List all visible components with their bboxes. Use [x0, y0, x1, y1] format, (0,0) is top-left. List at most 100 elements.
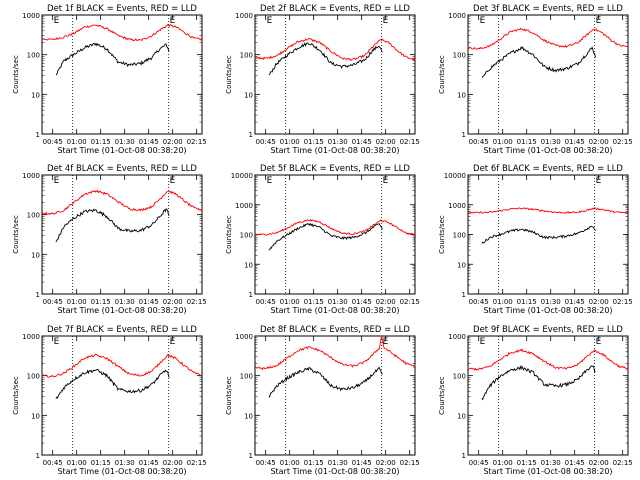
axes-frame [41, 174, 203, 295]
x-tick-label: 02:15 [400, 138, 420, 146]
panel-title: Det 2f BLACK = Events, RED = LLD [260, 4, 410, 14]
x-axis-label: Start Time (01-Oct-08 00:38:20) [270, 467, 399, 476]
x-tick-label: 01:00 [67, 138, 87, 146]
x-tick-label: 02:15 [400, 459, 420, 467]
y-tick-label: 1 [249, 131, 253, 139]
series-events-line [268, 366, 383, 398]
y-tick-label: 10 [244, 91, 253, 99]
x-tick-label: 02:15 [613, 298, 633, 306]
axes-frame [41, 335, 203, 456]
y-tick-label: 1000 [235, 12, 253, 20]
panel-det-3: Det 3f BLACK = Events, RED = LLD 1 10 100 10… [438, 4, 633, 155]
x-tick-label: 01:30 [328, 298, 348, 306]
x-axis-label: Start Time (01-Oct-08 00:38:20) [270, 146, 399, 155]
panel-det-2: Det 2f BLACK = Events, RED = LLD 1 10 100 10… [225, 4, 420, 155]
series-events-line [481, 364, 596, 401]
x-tick-label: 01:00 [493, 138, 513, 146]
panel-title: Det 8f BLACK = Events, RED = LLD [260, 325, 410, 335]
series-lld-line [41, 189, 203, 215]
axes-frame [467, 174, 629, 295]
x-tick-label: 02:15 [187, 298, 207, 306]
event-marker-label: E [383, 337, 389, 347]
y-tick-label: 100 [27, 373, 40, 381]
x-tick-label: 02:00 [376, 459, 396, 467]
x-tick-label: 01:00 [493, 459, 513, 467]
y-tick-label: 10 [31, 412, 40, 420]
y-tick-label: 10 [244, 261, 253, 269]
y-tick-label: 1000 [448, 12, 466, 20]
x-tick-label: 02:00 [589, 138, 609, 146]
panel-det-8: Det 8f BLACK = Events, RED = LLD 1 10 100 10… [225, 325, 420, 476]
series-lld-line [254, 335, 416, 371]
y-tick-label: 10000 [444, 172, 466, 180]
x-tick-label: 02:15 [187, 459, 207, 467]
axes-frame [254, 335, 416, 456]
event-marker-label: E [267, 16, 273, 26]
x-tick-label: 01:45 [565, 298, 585, 306]
y-axis-label: Counts/sec [12, 55, 20, 94]
x-tick-label: 02:15 [613, 138, 633, 146]
x-axis-label: Start Time (01-Oct-08 00:38:20) [57, 467, 186, 476]
x-tick-label: 00:45 [256, 298, 276, 306]
event-marker-label: E [170, 176, 176, 186]
y-axis-label: Counts/sec [438, 215, 446, 254]
event-marker-label: E [170, 16, 176, 26]
event-marker-label: E [54, 16, 60, 26]
x-tick-label: 01:15 [517, 138, 537, 146]
x-tick-label: 02:00 [589, 298, 609, 306]
event-marker-label: E [383, 176, 389, 186]
x-tick-label: 01:15 [517, 459, 537, 467]
x-tick-label: 00:45 [256, 138, 276, 146]
y-tick-label: 10 [244, 412, 253, 420]
series-events-line [55, 208, 170, 243]
panel-title: Det 1f BLACK = Events, RED = LLD [47, 4, 197, 14]
panel-title: Det 3f BLACK = Events, RED = LLD [473, 4, 623, 14]
y-tick-label: 100 [27, 212, 40, 220]
y-tick-label: 1000 [22, 12, 40, 20]
event-marker-label: E [267, 176, 273, 186]
x-tick-label: 01:45 [565, 459, 585, 467]
x-tick-label: 02:00 [376, 298, 396, 306]
x-tick-label: 01:15 [91, 138, 111, 146]
x-tick-label: 01:45 [352, 138, 372, 146]
panel-det-6: Det 6f BLACK = Events, RED = LLD 1 10 100 10… [438, 164, 633, 315]
y-tick-label: 100 [27, 52, 40, 60]
y-tick-label: 1 [249, 291, 253, 299]
axes-frame [254, 14, 416, 135]
x-tick-label: 01:15 [517, 298, 537, 306]
series-lld-line [255, 37, 416, 62]
event-marker-label: E [480, 16, 486, 26]
y-tick-label: 100 [453, 52, 466, 60]
x-tick-label: 00:45 [43, 459, 63, 467]
x-tick-label: 02:00 [376, 138, 396, 146]
x-tick-label: 00:45 [469, 459, 489, 467]
x-axis-label: Start Time (01-Oct-08 00:38:20) [270, 306, 399, 315]
series-events-line [55, 368, 170, 399]
y-tick-label: 10 [457, 412, 466, 420]
y-tick-label: 10 [31, 251, 40, 259]
series-events-line [481, 225, 596, 244]
series-events-line [268, 42, 383, 76]
y-tick-label: 1 [249, 452, 253, 460]
x-tick-label: 01:15 [304, 298, 324, 306]
x-tick-label: 01:15 [304, 138, 324, 146]
series-lld-line [467, 207, 629, 214]
series-lld-line [41, 353, 203, 378]
x-axis-label: Start Time (01-Oct-08 00:38:20) [483, 467, 612, 476]
y-tick-label: 1 [462, 291, 466, 299]
y-tick-label: 10 [457, 91, 466, 99]
y-axis-label: Counts/sec [225, 215, 233, 254]
panel-det-5: Det 5f BLACK = Events, RED = LLD 1 10 100 10… [225, 164, 420, 315]
x-tick-label: 01:30 [541, 138, 561, 146]
y-axis-label: Counts/sec [438, 55, 446, 94]
event-marker-label: E [54, 176, 60, 186]
x-tick-label: 01:00 [280, 138, 300, 146]
x-tick-label: 01:30 [115, 138, 135, 146]
x-tick-label: 01:30 [541, 459, 561, 467]
x-tick-label: 02:00 [589, 459, 609, 467]
x-tick-label: 00:45 [43, 138, 63, 146]
y-tick-label: 100 [240, 373, 253, 381]
series-lld-line [41, 23, 203, 42]
x-tick-label: 02:00 [163, 298, 183, 306]
